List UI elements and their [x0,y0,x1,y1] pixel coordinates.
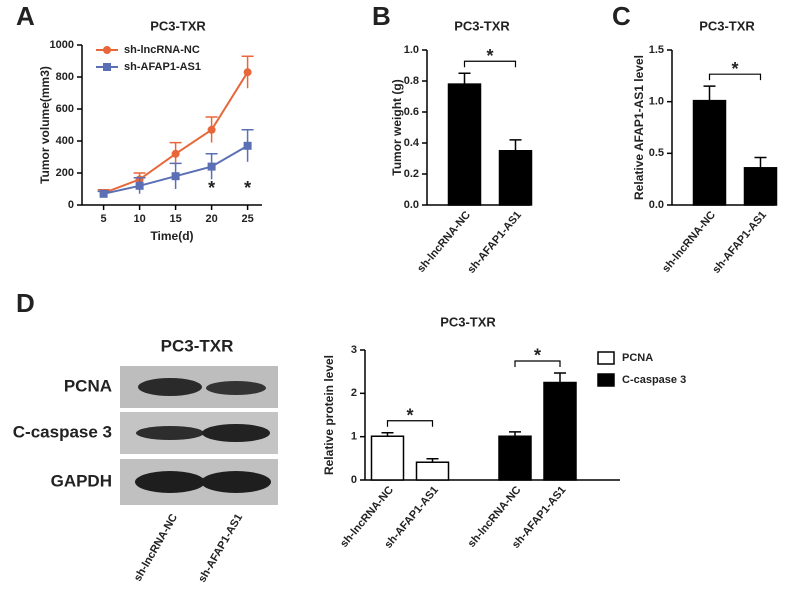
legend-marker [103,46,111,54]
y-tick-label: 0.8 [404,75,419,87]
y-tick-label: 0.5 [649,147,664,159]
legend-label: sh-lncRNA-NC [124,44,200,56]
blot-row-label: C-caspase 3 [13,422,112,441]
y-tick-label: 0.2 [404,168,419,180]
x-tick-label: 25 [241,213,253,225]
chart-title: PC3-TXR [440,314,496,329]
marker [207,162,216,171]
y-axis-label: Tumor volume(mm3) [38,66,52,184]
y-tick-label: 1.0 [649,96,664,108]
annotation: * [244,178,251,198]
y-tick-label: 0.0 [404,199,419,211]
bar [498,435,532,481]
y-tick-label: 400 [56,135,74,147]
legend-label: sh-AFAP1-AS1 [124,61,201,73]
y-tick-label: 1000 [50,39,74,51]
blot-band [201,471,271,493]
blot-band [202,424,270,442]
y-axis-label: Relative protein level [322,355,336,475]
blot-band [138,378,202,396]
panel-label: D [16,288,35,318]
panel-label: A [16,1,35,31]
bar [498,150,533,206]
chart-title: PC3-TXR [699,18,755,33]
y-tick-label: 0.4 [404,137,420,149]
annotation: * [534,346,541,366]
marker [99,189,108,198]
blot-band [206,381,266,395]
marker [171,149,180,158]
significance-bracket [386,420,434,427]
y-tick-label: 3 [351,344,357,356]
marker [171,172,180,181]
legend-label: PCNA [622,352,653,364]
x-tick-label: sh-AFAP1-AS1 [465,209,524,276]
significance-bracket [514,360,561,367]
y-tick-label: 2 [351,387,357,399]
blot-row-label: GAPDH [51,471,112,490]
y-tick-label: 800 [56,71,74,83]
chart-title: PC3-TXR [454,18,510,33]
y-axis-label: Tumor weight (g) [390,79,404,175]
bar [415,461,450,481]
panel-label: B [372,1,391,31]
chart-title: PC3-TXR [150,18,206,33]
marker [207,125,216,134]
y-tick-label: 200 [56,167,74,179]
y-tick-label: 0.6 [404,106,419,118]
y-tick-label: 1.5 [649,44,664,56]
legend-label: C-caspase 3 [622,374,686,386]
annotation: * [731,59,738,79]
significance-bracket [708,73,762,81]
x-tick-label: sh-AFAP1-AS1 [710,209,769,276]
marker [243,141,252,150]
blot-band [136,426,204,440]
legend-swatch [597,373,615,387]
y-tick-label: 1 [351,431,357,443]
x-tick-label: 10 [133,213,145,225]
blot-lane-label: sh-AFAP1-AS1 [196,512,245,585]
western-blot: PC3-TXR PCNA C-caspase 3 GAPDH sh-lncRNA… [13,336,278,585]
y-tick-label: 0 [68,199,74,211]
bar [370,435,405,481]
blot-title: PC3-TXR [161,336,234,355]
blot-lane-label: sh-lncRNA-NC [132,512,180,584]
y-axis-label: Relative AFAP1-AS1 level [632,55,646,200]
bar [543,381,577,481]
x-tick-label: sh-lncRNA-NC [660,209,718,275]
bar [743,167,778,206]
x-axis-label: Time(d) [150,229,193,243]
annotation: * [486,46,493,66]
y-tick-label: 600 [56,103,74,115]
bar [447,83,482,206]
legend-marker [103,63,111,71]
panel-label: C [612,1,631,31]
annotation: * [208,178,215,198]
x-tick-label: 20 [205,213,217,225]
y-tick-label: 1.0 [404,44,419,56]
x-tick-label: 5 [101,213,107,225]
x-tick-label: 15 [169,213,181,225]
blot-row-label: PCNA [64,376,112,395]
y-tick-label: 0 [351,474,357,486]
significance-bracket [463,60,517,68]
legend-swatch [597,351,615,365]
annotation: * [406,406,413,426]
x-tick-label: sh-lncRNA-NC [415,209,473,275]
bar [692,99,727,206]
y-tick-label: 0.0 [649,199,664,211]
blot-band [135,471,205,493]
marker [243,68,252,77]
marker [135,181,144,190]
